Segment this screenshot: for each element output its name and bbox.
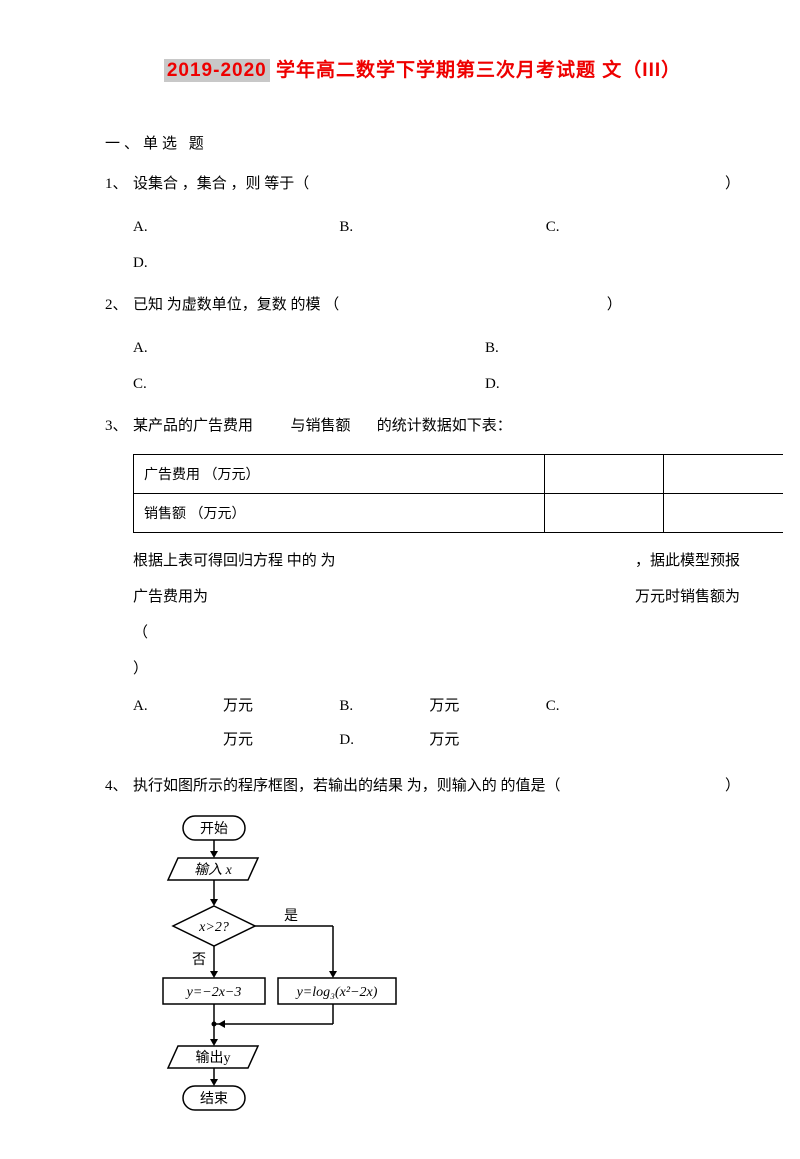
q-number: 1、	[105, 171, 133, 198]
section-heading: 一、单选 题	[105, 132, 740, 153]
right-text: y=log₃(x²−2x)	[295, 985, 378, 1000]
page-title: 2019-2020 学年高二数学下学期第三次月考试题 文（III）	[105, 55, 740, 82]
no-label: 否	[192, 953, 206, 968]
q3-d-wy: 万元	[429, 725, 459, 755]
q3-opt-b: B.	[339, 691, 429, 721]
title-rest: 学年高二数学下学期第三次月考试题 文（III）	[270, 60, 681, 81]
table-row: 广告费用 （万元）	[134, 455, 784, 494]
q3-opt-c: C.	[546, 691, 616, 721]
q-text: 已知 为虚数单位，复数 的模 （ ）	[133, 292, 740, 319]
q2-opt-c: C.	[133, 376, 147, 392]
q-text-a: 执行如图所示的程序框图，若输出的结果 为，则输入的 的值是（	[133, 773, 561, 800]
q1-opt-d: D.	[133, 248, 203, 278]
output-text: 输出y	[196, 1050, 231, 1066]
q3-paren-close: ）	[133, 651, 740, 687]
q-text: 设集合 ，集合 ，则 等于（ ）	[133, 171, 740, 198]
question-1: 1、 设集合 ，集合 ，则 等于（ ）	[105, 171, 740, 198]
q1-options-row2: D.	[133, 248, 740, 278]
question-2: 2、 已知 为虚数单位，复数 的模 （ ）	[105, 292, 740, 319]
input-text: 输入 x	[194, 862, 232, 878]
q-number: 2、	[105, 292, 133, 319]
q2-options-row2: C. D.	[133, 369, 740, 399]
table-cell	[545, 494, 664, 533]
q2-opt-d: D.	[485, 376, 500, 392]
q-text-b: ）	[607, 297, 622, 313]
q3-paren-open: （	[133, 615, 740, 651]
q3-b-wy: 万元	[429, 691, 459, 721]
left-text: y=−2x−3	[185, 985, 242, 1000]
table-cell	[664, 455, 783, 494]
flowchart-svg: 开始 输入 x x>2? 是 否 y=−2x−3	[133, 814, 433, 1114]
q-text-b: ）	[725, 171, 740, 198]
end-text: 结束	[200, 1091, 228, 1107]
q3-opt-a: A.	[133, 691, 223, 721]
q-text-a: 设集合 ，集合 ，则 等于（	[133, 171, 309, 198]
table-cell: 销售额 （万元）	[134, 494, 545, 533]
q3-line2b: 万元时销售额为	[635, 579, 740, 615]
q3-line2a: 广告费用为	[133, 579, 208, 615]
q3-options-row1: A. 万元 B. 万元 C.	[133, 691, 740, 721]
q2-opt-b: B.	[485, 340, 499, 356]
yes-label: 是	[284, 909, 298, 924]
table-cell	[545, 455, 664, 494]
q2-opt-a: A.	[133, 340, 148, 356]
table-cell: 广告费用 （万元）	[134, 455, 545, 494]
q3-table: 广告费用 （万元） 销售额 （万元）	[133, 454, 783, 533]
title-highlight: 2019-2020	[164, 59, 270, 82]
q1-opt-a: A.	[133, 219, 148, 235]
table-row: 销售额 （万元）	[134, 494, 784, 533]
q3-line1: 根据上表可得回归方程 中的 为 ，据此模型预报	[133, 543, 740, 579]
q3-line1b: ，据此模型预报	[635, 543, 740, 579]
q3-line2: 广告费用为 万元时销售额为	[133, 579, 740, 615]
q3-c-wy: 万元	[223, 725, 253, 755]
q-text-a: 已知 为虚数单位，复数 的模 （	[133, 297, 339, 313]
decision-text: x>2?	[198, 920, 229, 935]
q1-options-row1: A. B. C.	[133, 212, 740, 242]
question-4: 4、 执行如图所示的程序框图，若输出的结果 为，则输入的 的值是（ ）	[105, 773, 740, 800]
flowchart: 开始 输入 x x>2? 是 否 y=−2x−3	[133, 814, 740, 1119]
q3-options-row2: 万元 D. 万元	[133, 725, 740, 755]
q-text-b: ）	[725, 773, 740, 800]
start-text: 开始	[200, 821, 228, 837]
q3-line1a: 根据上表可得回归方程 中的 为	[133, 543, 336, 579]
q3-opt-d: D.	[339, 725, 429, 755]
q-number: 3、	[105, 413, 133, 440]
q3-a-wy: 万元	[223, 691, 253, 721]
question-3: 3、 某产品的广告费用 与销售额 的统计数据如下表：	[105, 413, 740, 440]
table-cell	[664, 494, 783, 533]
q1-opt-b: B.	[339, 219, 353, 235]
document-page: 2019-2020 学年高二数学下学期第三次月考试题 文（III） 一、单选 题…	[0, 0, 800, 1159]
q1-opt-c: C.	[546, 219, 560, 235]
q-number: 4、	[105, 773, 133, 800]
q-text: 执行如图所示的程序框图，若输出的结果 为，则输入的 的值是（ ）	[133, 773, 740, 800]
q-text: 某产品的广告费用 与销售额 的统计数据如下表：	[133, 413, 740, 440]
q2-options-row1: A. B.	[133, 333, 740, 363]
